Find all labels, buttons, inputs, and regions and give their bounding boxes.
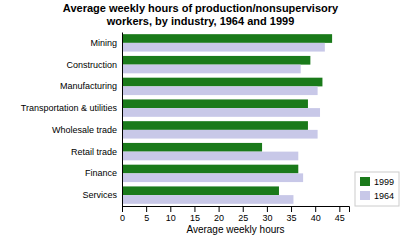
bar [122, 152, 298, 161]
x-tick: 20 [214, 206, 224, 223]
y-tick: Construction [66, 60, 122, 70]
bar [122, 121, 308, 130]
legend-label: 1999 [374, 177, 394, 187]
x-tick-mark [194, 206, 195, 212]
bar [122, 78, 322, 87]
x-tick: 5 [144, 206, 149, 223]
y-tick-label: Construction [66, 60, 117, 70]
y-tick: Services [82, 190, 122, 200]
y-tick-label: Services [82, 190, 117, 200]
plot: 0 5 10 15 20 25 30 35 40 45 Mining Construction Manu… [21, 33, 399, 236]
x-tick: 25 [238, 206, 248, 223]
y-tick-label: Retail trade [71, 147, 117, 157]
x-tick-mark [146, 206, 147, 212]
y-tick: Finance [85, 168, 122, 178]
x-tick-label: 45 [335, 213, 345, 223]
x-tick-label: 35 [287, 213, 297, 223]
bar [122, 186, 279, 195]
bar [122, 130, 318, 139]
x-tick-label: 10 [166, 213, 176, 223]
legend-item: 1999 [360, 177, 394, 187]
bar [122, 65, 301, 74]
x-tick: 15 [190, 206, 200, 223]
legend-label: 1964 [374, 191, 394, 201]
bar [122, 173, 303, 182]
y-tick-label: Manufacturing [60, 81, 117, 91]
x-tick: 0 [120, 206, 125, 223]
x-tick: 40 [311, 206, 321, 223]
y-tick: Retail trade [71, 147, 122, 157]
bar [122, 99, 308, 108]
x-tick-label: 25 [238, 213, 248, 223]
legend-swatch [360, 177, 370, 186]
bar [122, 86, 318, 95]
x-axis-line [123, 207, 350, 213]
y-axis-line [122, 33, 123, 207]
x-tick-mark [339, 206, 340, 212]
y-tick: Transportation & utilities [21, 103, 122, 113]
x-tick-label: 0 [120, 213, 125, 223]
x-axis: 0 5 10 15 20 25 30 35 40 45 [120, 206, 350, 223]
x-tick: 45 [335, 206, 345, 223]
bar [122, 56, 310, 65]
bar [122, 34, 332, 43]
y-tick: Manufacturing [60, 81, 122, 91]
x-axis-title: Average weekly hours [186, 224, 284, 235]
x-tick: 35 [287, 206, 297, 223]
legend-frame [355, 172, 399, 206]
x-tick-label: 20 [214, 213, 224, 223]
x-tick-mark [219, 206, 220, 212]
legend: 1999 1964 [355, 172, 399, 206]
y-tick-label: Mining [90, 38, 117, 48]
x-tick-mark [291, 206, 292, 212]
x-tick-label: 5 [144, 213, 149, 223]
bar [122, 195, 293, 204]
y-tick-label: Transportation & utilities [21, 103, 118, 113]
x-tick: 10 [166, 206, 176, 223]
bar [122, 143, 262, 152]
x-tick-label: 40 [311, 213, 321, 223]
legend-swatch [360, 191, 370, 200]
x-tick-mark [243, 206, 244, 212]
legend-item: 1964 [360, 191, 394, 201]
x-tick-mark [122, 206, 123, 212]
title: Average weekly hours of production/nonsu… [63, 2, 339, 27]
bar [122, 108, 320, 117]
bars [122, 34, 332, 204]
bar [122, 165, 298, 174]
bar [122, 43, 325, 52]
x-tick-mark [267, 206, 268, 212]
x-tick-mark [315, 206, 316, 212]
y-tick-label: Wholesale trade [52, 125, 117, 135]
y-tick: Wholesale trade [52, 125, 122, 135]
y-tick-label: Finance [85, 168, 117, 178]
x-tick-mark [170, 206, 171, 212]
x-tick-label: 15 [190, 213, 200, 223]
x-tick-label: 30 [262, 213, 272, 223]
chart: Average weekly hours of production/nonsu… [0, 0, 401, 238]
y-axis: Mining Construction Manufacturing Transport… [21, 33, 123, 207]
y-tick: Mining [90, 38, 122, 48]
x-tick: 30 [262, 206, 272, 223]
